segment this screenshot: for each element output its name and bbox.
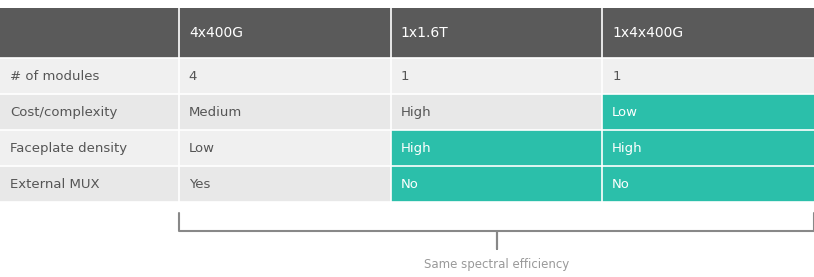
- Text: Same spectral efficiency: Same spectral efficiency: [424, 258, 569, 271]
- FancyBboxPatch shape: [179, 8, 391, 58]
- Text: No: No: [400, 178, 418, 191]
- FancyBboxPatch shape: [602, 130, 814, 166]
- Text: High: High: [612, 142, 643, 155]
- Text: External MUX: External MUX: [10, 178, 99, 191]
- Text: 4: 4: [189, 70, 197, 83]
- FancyBboxPatch shape: [179, 94, 391, 130]
- Text: Faceplate density: Faceplate density: [10, 142, 127, 155]
- FancyBboxPatch shape: [0, 8, 179, 58]
- Text: 1: 1: [612, 70, 620, 83]
- FancyBboxPatch shape: [179, 130, 391, 166]
- FancyBboxPatch shape: [602, 58, 814, 94]
- FancyBboxPatch shape: [0, 130, 179, 166]
- FancyBboxPatch shape: [602, 8, 814, 58]
- Text: Medium: Medium: [189, 106, 242, 119]
- FancyBboxPatch shape: [179, 58, 391, 94]
- FancyBboxPatch shape: [391, 94, 602, 130]
- Text: 4x400G: 4x400G: [189, 26, 243, 40]
- FancyBboxPatch shape: [391, 130, 602, 166]
- Text: 1: 1: [400, 70, 409, 83]
- FancyBboxPatch shape: [0, 58, 179, 94]
- Text: No: No: [612, 178, 630, 191]
- Text: High: High: [400, 106, 431, 119]
- Text: 1x1.6T: 1x1.6T: [400, 26, 449, 40]
- FancyBboxPatch shape: [0, 166, 179, 202]
- Text: 1x4x400G: 1x4x400G: [612, 26, 683, 40]
- Text: Low: Low: [612, 106, 638, 119]
- Text: Low: Low: [189, 142, 215, 155]
- FancyBboxPatch shape: [391, 58, 602, 94]
- FancyBboxPatch shape: [391, 8, 602, 58]
- Text: Cost/complexity: Cost/complexity: [10, 106, 117, 119]
- FancyBboxPatch shape: [0, 94, 179, 130]
- FancyBboxPatch shape: [602, 166, 814, 202]
- Text: Yes: Yes: [189, 178, 210, 191]
- FancyBboxPatch shape: [602, 94, 814, 130]
- FancyBboxPatch shape: [179, 166, 391, 202]
- Text: High: High: [400, 142, 431, 155]
- Text: # of modules: # of modules: [10, 70, 99, 83]
- FancyBboxPatch shape: [391, 166, 602, 202]
